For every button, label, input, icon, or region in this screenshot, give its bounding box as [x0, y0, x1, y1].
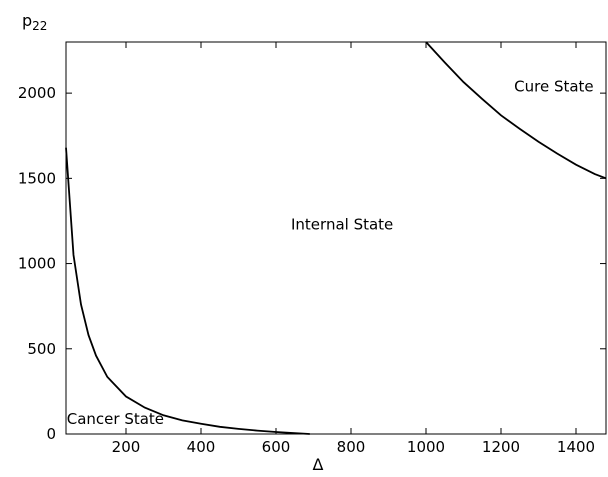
- y-tick-label: 1000: [18, 255, 56, 273]
- y-axis-label-subscript: 22: [32, 19, 47, 33]
- y-tick-label: 0: [46, 425, 56, 443]
- y-axis-label-main: p: [22, 11, 32, 30]
- annotation-cure: Cure State: [514, 77, 594, 95]
- x-tick-label: 1200: [482, 438, 520, 456]
- y-axis-label: p22: [22, 11, 47, 33]
- x-tick-label: 800: [337, 438, 366, 456]
- curves: [65, 41, 607, 435]
- x-tick-label: 1000: [407, 438, 445, 456]
- x-tick-label: 600: [262, 438, 291, 456]
- annotation-cancer: Cancer State: [67, 410, 164, 428]
- ticks: [66, 42, 606, 435]
- annotation-internal: Internal State: [291, 215, 393, 233]
- x-tick-labels: 200 400 600 800 1000 1200 1400: [112, 438, 595, 456]
- y-tick-label: 500: [27, 340, 56, 358]
- x-tick-label: 400: [187, 438, 216, 456]
- y-tick-label: 1500: [18, 169, 56, 187]
- x-tick-label: 1400: [557, 438, 595, 456]
- curve-lower-boundary: [65, 147, 310, 435]
- x-tick-label: 200: [112, 438, 141, 456]
- curve-upper-boundary: [425, 41, 607, 180]
- annotations: Cancer State Internal State Cure State: [67, 77, 594, 427]
- plot-frame: [65, 41, 607, 435]
- y-tick-labels: 0 500 1000 1500 2000: [18, 84, 56, 443]
- x-axis-label: Δ: [313, 455, 324, 474]
- y-tick-label: 2000: [18, 84, 56, 102]
